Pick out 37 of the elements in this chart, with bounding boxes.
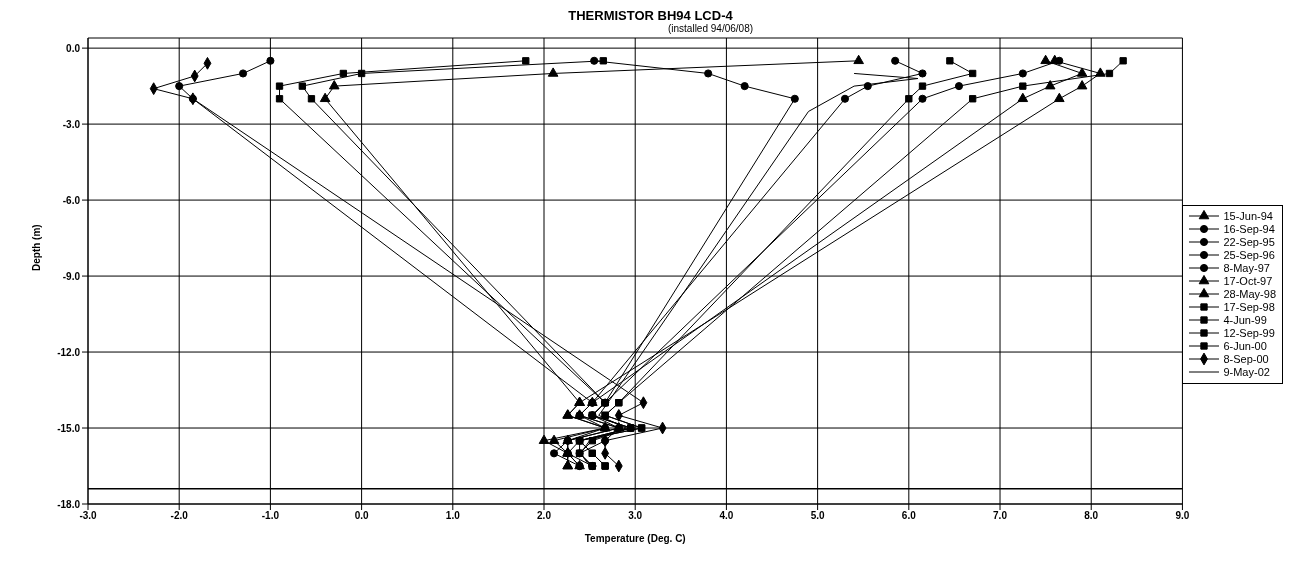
y-tick-label: -18.0 bbox=[57, 498, 81, 510]
legend-label: 16-Sep-94 bbox=[1223, 222, 1275, 236]
x-tick-label: 9.0 bbox=[1175, 510, 1190, 522]
x-tick-label: 0.0 bbox=[354, 510, 369, 522]
x-tick-label: 1.0 bbox=[445, 510, 461, 522]
x-tick-label: 4.0 bbox=[719, 510, 734, 522]
legend-label: 17-Oct-97 bbox=[1223, 274, 1273, 288]
legend-label: 17-Sep-98 bbox=[1223, 300, 1275, 314]
legend-label: 6-Jun-00 bbox=[1223, 339, 1267, 353]
x-tick-label: -1.0 bbox=[261, 510, 280, 522]
legend-label: 8-May-97 bbox=[1223, 261, 1270, 275]
legend-label: 22-Sep-95 bbox=[1223, 235, 1275, 249]
chart-subtitle: (installed 94/06/08) bbox=[666, 23, 755, 34]
x-tick-label: 5.0 bbox=[810, 510, 825, 522]
y-axis-title: Depth (m) bbox=[30, 224, 42, 271]
x-tick-label: 7.0 bbox=[993, 510, 1008, 522]
y-tick-label: -6.0 bbox=[62, 194, 81, 206]
legend-label: 28-May-98 bbox=[1223, 287, 1276, 301]
x-tick-label: -2.0 bbox=[170, 510, 189, 522]
y-tick-label: -12.0 bbox=[57, 346, 81, 358]
legend-label: 8-Sep-00 bbox=[1223, 352, 1269, 366]
x-axis-title: Temperature (Deg. C) bbox=[584, 533, 686, 544]
y-tick-label: -9.0 bbox=[62, 270, 81, 282]
x-tick-label: 3.0 bbox=[628, 510, 643, 522]
legend-label: 25-Sep-96 bbox=[1223, 248, 1275, 262]
y-tick-label: 0.0 bbox=[66, 42, 81, 54]
y-tick-label: -15.0 bbox=[57, 422, 81, 434]
legend-label: 12-Sep-99 bbox=[1223, 326, 1275, 340]
x-tick-label: -3.0 bbox=[79, 510, 98, 522]
x-tick-label: 2.0 bbox=[537, 510, 552, 522]
y-tick-label: -3.0 bbox=[62, 118, 81, 130]
legend-label: 15-Jun-94 bbox=[1223, 209, 1273, 223]
chart-title: THERMISTOR BH94 LCD-4 bbox=[567, 8, 734, 23]
x-tick-label: 6.0 bbox=[901, 510, 917, 522]
legend-label: 4-Jun-99 bbox=[1223, 313, 1267, 327]
x-tick-label: 8.0 bbox=[1084, 510, 1099, 522]
legend-label: 9-May-02 bbox=[1223, 365, 1270, 379]
